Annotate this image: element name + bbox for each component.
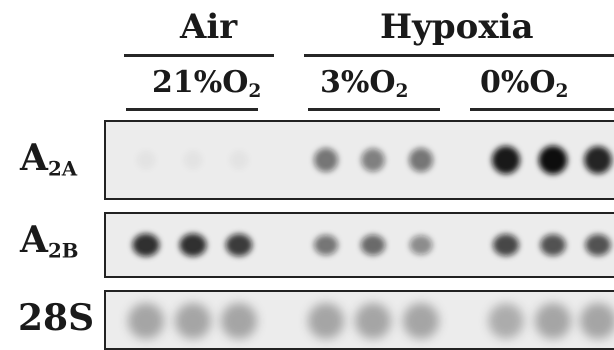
band-28s-lane-7 [488, 303, 524, 339]
band-a2b-lane-4 [314, 234, 338, 256]
group-label-air: Air [180, 7, 238, 47]
band-a2a-lane-2 [183, 150, 203, 170]
group-label-hypoxia: Hypoxia [380, 7, 534, 47]
rule-21 [126, 108, 258, 111]
rule-hypoxia [304, 54, 614, 57]
band-a2b-lane-7 [493, 234, 519, 256]
condition-label-3: 3%O2 [320, 65, 409, 103]
band-a2a-lane-6 [409, 148, 433, 172]
band-a2a-lane-9 [584, 146, 612, 174]
blot-bands-a2a [106, 122, 614, 198]
blot-bands-28s [106, 292, 614, 348]
rule-0 [470, 108, 614, 111]
condition-label-0: 0%O2 [480, 65, 569, 103]
band-28s-lane-9 [580, 303, 614, 339]
blot-strip-28s [104, 290, 614, 350]
row-label-28s: 28S [18, 297, 95, 339]
blot-strip-a2a [104, 120, 614, 200]
band-a2b-lane-9 [585, 234, 611, 256]
band-28s-lane-5 [355, 303, 391, 339]
band-28s-lane-6 [403, 303, 439, 339]
band-a2b-lane-6 [409, 235, 433, 255]
band-a2a-lane-1 [136, 150, 156, 170]
blot-strip-a2b [104, 212, 614, 278]
band-28s-lane-1 [128, 303, 164, 339]
band-a2a-lane-3 [229, 150, 249, 170]
blot-background [106, 122, 614, 198]
band-a2a-lane-5 [361, 148, 385, 172]
band-28s-lane-3 [221, 303, 257, 339]
condition-label-21: 21%O2 [152, 65, 262, 103]
band-28s-lane-8 [535, 303, 571, 339]
blot-bands-a2b [106, 214, 614, 276]
rule-3 [308, 108, 440, 111]
band-a2b-lane-8 [540, 234, 566, 256]
band-a2b-lane-3 [225, 233, 253, 257]
row-label-a2a: A2A [20, 137, 78, 181]
band-a2a-lane-7 [491, 145, 521, 175]
row-label-a2b: A2B [20, 219, 79, 263]
band-a2b-lane-1 [132, 233, 160, 257]
band-a2b-lane-2 [179, 233, 207, 257]
band-a2a-lane-8 [538, 145, 568, 175]
band-a2a-lane-4 [314, 148, 338, 172]
band-28s-lane-4 [308, 303, 344, 339]
band-a2b-lane-5 [360, 234, 386, 256]
rule-air [124, 54, 274, 57]
band-28s-lane-2 [175, 303, 211, 339]
